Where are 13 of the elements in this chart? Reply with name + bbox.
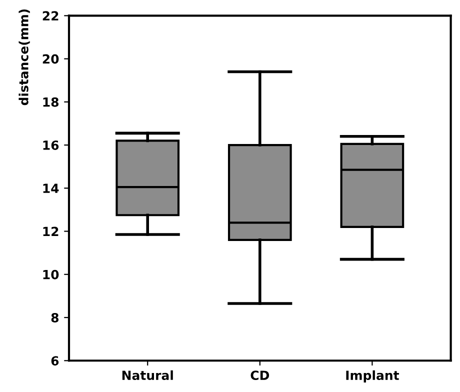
y-tick-label: 16	[43, 140, 59, 150]
y-tick-label: 18	[43, 97, 59, 107]
y-tick-label: 10	[43, 270, 59, 280]
y-axis-title: distance(mm)	[18, 9, 30, 106]
y-tick-label: 22	[42, 11, 58, 20]
x-tick-label: Implant	[346, 370, 400, 382]
y-tick-label: 12	[43, 226, 58, 236]
x-tick-label: Natural	[122, 370, 173, 380]
y-tick-label: 8	[51, 312, 58, 322]
x-tick-label: CD	[250, 370, 270, 380]
y-tick-label: 6	[51, 356, 59, 366]
y-tick-label: 20	[42, 54, 59, 64]
y-tick-label: 14	[43, 184, 59, 193]
